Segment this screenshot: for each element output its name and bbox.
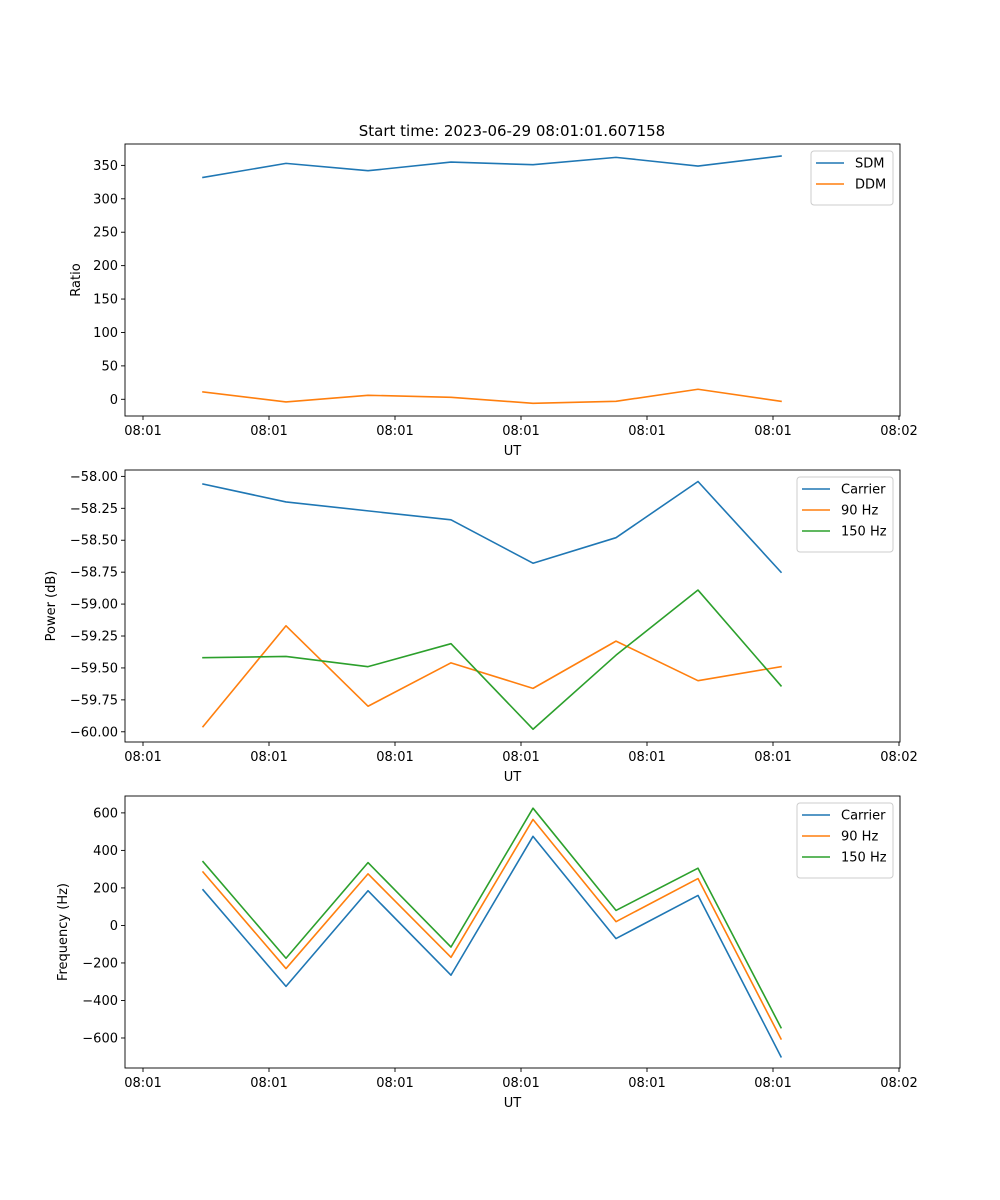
series-line-ddm bbox=[202, 388, 782, 405]
x-tick-label: 08:01 bbox=[376, 750, 413, 765]
y-tick-label: −59.25 bbox=[70, 630, 118, 645]
y-tick-label: −60.00 bbox=[70, 725, 118, 740]
y-tick-label: −59.75 bbox=[70, 693, 118, 708]
frequency-chart: 08:01 08:01 08:01 08:01 08:01 08:01 08:02 −600 −… bbox=[56, 795, 918, 1111]
legend-box bbox=[810, 150, 894, 206]
legend-label: SDM bbox=[855, 157, 884, 172]
y-tick-label: 200 bbox=[93, 881, 118, 896]
y-tick-label: −200 bbox=[82, 956, 118, 971]
x-axis-label: UT bbox=[504, 444, 522, 459]
y-tick-label: −59.00 bbox=[70, 598, 118, 613]
x-tick-label: 08:01 bbox=[502, 424, 539, 439]
legend-box bbox=[796, 476, 894, 553]
x-tick-label: 08:02 bbox=[880, 1076, 917, 1091]
series-line-sdm bbox=[202, 155, 782, 179]
y-tick-label: 600 bbox=[93, 806, 118, 821]
x-tick-label: 08:01 bbox=[124, 1076, 161, 1091]
legend: Carrier 90 Hz 150 Hz bbox=[796, 476, 894, 553]
y-axis-label: Frequency (Hz) bbox=[56, 883, 71, 981]
plot-area-frame bbox=[124, 469, 901, 743]
y-tick-label: 400 bbox=[93, 844, 118, 859]
x-axis-label: UT bbox=[504, 1096, 522, 1111]
x-tick-label: 08:01 bbox=[376, 1076, 413, 1091]
series-line-90-hz bbox=[201, 624, 782, 728]
y-tick-label: −58.75 bbox=[70, 566, 118, 581]
y-tick-label: 50 bbox=[101, 359, 118, 374]
y-tick-label: 300 bbox=[93, 192, 118, 207]
legend-label: DDM bbox=[855, 178, 886, 193]
y-tick-label: 150 bbox=[93, 293, 118, 308]
x-tick-label: 08:02 bbox=[880, 424, 917, 439]
plot-area-frame bbox=[124, 143, 901, 417]
series-line-150-hz bbox=[202, 589, 783, 731]
x-tick-label: 08:01 bbox=[628, 424, 665, 439]
x-tick-label: 08:01 bbox=[250, 750, 287, 765]
y-tick-label: 0 bbox=[110, 393, 118, 408]
legend-label: 150 Hz bbox=[841, 851, 887, 866]
series-line-150-hz bbox=[201, 807, 783, 1029]
x-tick-label: 08:01 bbox=[124, 750, 161, 765]
legend-label: 90 Hz bbox=[841, 504, 878, 519]
legend-label: Carrier bbox=[841, 809, 886, 824]
x-tick-label: 08:02 bbox=[880, 750, 917, 765]
legend-label: 90 Hz bbox=[841, 830, 878, 845]
legend: SDM DDM bbox=[810, 150, 894, 206]
x-tick-label: 08:01 bbox=[754, 750, 791, 765]
x-axis-label: UT bbox=[504, 770, 522, 785]
y-tick-label: −58.00 bbox=[70, 470, 118, 485]
x-tick-label: 08:01 bbox=[376, 424, 413, 439]
y-axis-label: Power (dB) bbox=[44, 571, 59, 642]
x-tick-label: 08:01 bbox=[124, 424, 161, 439]
y-tick-label: −58.25 bbox=[70, 502, 118, 517]
y-tick-label: −59.50 bbox=[70, 661, 118, 676]
x-tick-label: 08:01 bbox=[250, 424, 287, 439]
x-tick-label: 08:01 bbox=[628, 750, 665, 765]
legend-label: 150 Hz bbox=[841, 525, 887, 540]
x-tick-label: 08:01 bbox=[250, 1076, 287, 1091]
y-tick-label: −58.50 bbox=[70, 534, 118, 549]
y-axis-label: Ratio bbox=[69, 263, 84, 296]
y-tick-label: 200 bbox=[93, 259, 118, 274]
ratio-chart: 08:01 08:01 08:01 08:01 08:01 08:01 08:02 0 50 10… bbox=[69, 143, 918, 459]
x-tick-label: 08:01 bbox=[502, 750, 539, 765]
legend-box bbox=[796, 802, 894, 879]
x-tick-label: 08:01 bbox=[502, 1076, 539, 1091]
series-line-90-hz bbox=[201, 818, 783, 1040]
legend: Carrier 90 Hz 150 Hz bbox=[796, 802, 894, 879]
power-chart: 08:01 08:01 08:01 08:01 08:01 08:01 08:02 −60.0… bbox=[44, 469, 918, 785]
y-tick-label: −400 bbox=[82, 994, 118, 1009]
figure-title: Start time: 2023-06-29 08:01:01.607158 bbox=[359, 122, 665, 140]
x-tick-label: 08:01 bbox=[754, 1076, 791, 1091]
x-tick-label: 08:01 bbox=[754, 424, 791, 439]
y-tick-label: 0 bbox=[110, 919, 118, 934]
plot-area-frame bbox=[124, 795, 901, 1069]
y-tick-label: −600 bbox=[82, 1031, 118, 1046]
y-tick-label: 350 bbox=[93, 159, 118, 174]
y-tick-label: 100 bbox=[93, 326, 118, 341]
legend-label: Carrier bbox=[841, 483, 886, 498]
series-line-carrier bbox=[201, 835, 783, 1058]
x-tick-label: 08:01 bbox=[628, 1076, 665, 1091]
series-line-carrier bbox=[202, 480, 783, 574]
y-tick-label: 250 bbox=[93, 226, 118, 241]
